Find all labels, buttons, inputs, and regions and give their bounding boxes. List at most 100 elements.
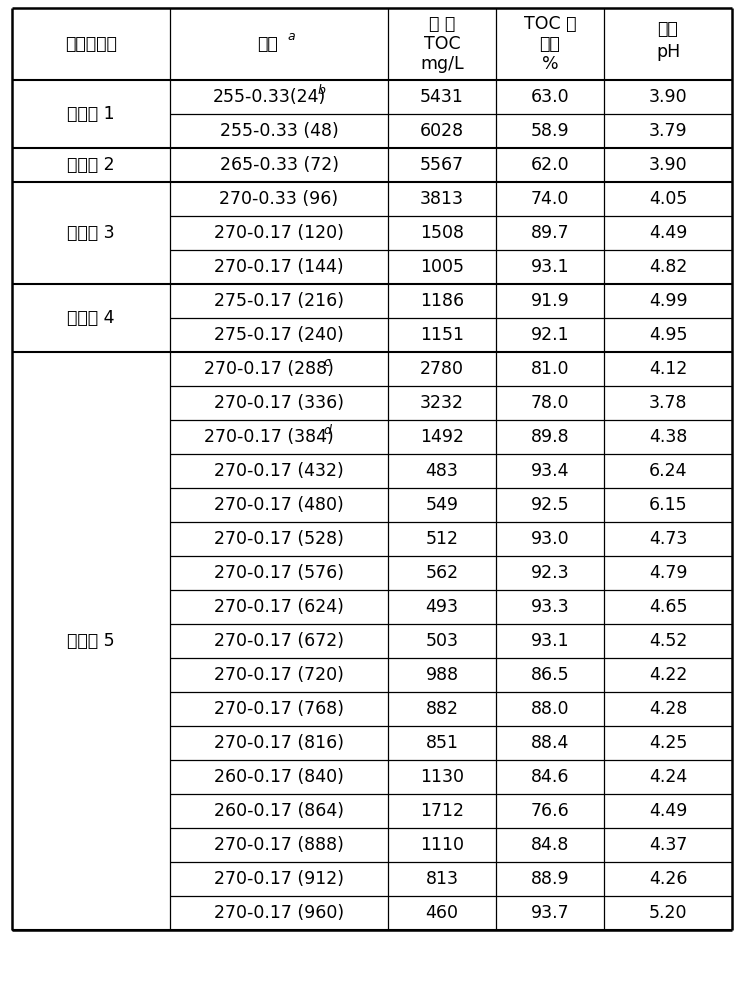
- Text: 460: 460: [425, 904, 458, 922]
- Text: 260-0.17 (864): 260-0.17 (864): [214, 802, 344, 820]
- Text: 92.5: 92.5: [530, 496, 569, 514]
- Text: 91.9: 91.9: [530, 292, 569, 310]
- Text: 6028: 6028: [420, 122, 464, 140]
- Text: 92.3: 92.3: [530, 564, 569, 582]
- Text: 4.95: 4.95: [649, 326, 687, 344]
- Text: 270-0.17 (624): 270-0.17 (624): [214, 598, 344, 616]
- Text: 493: 493: [425, 598, 458, 616]
- Text: TOC 去: TOC 去: [524, 15, 576, 33]
- Text: 92.1: 92.1: [530, 326, 569, 344]
- Text: 5567: 5567: [420, 156, 464, 174]
- Text: 270-0.17 (576): 270-0.17 (576): [214, 564, 344, 582]
- Text: 512: 512: [425, 530, 458, 548]
- Text: 4.28: 4.28: [649, 700, 687, 718]
- Text: 1508: 1508: [420, 224, 464, 242]
- Text: 4.49: 4.49: [649, 802, 687, 820]
- Text: 实施例 5: 实施例 5: [67, 632, 115, 650]
- Text: 4.24: 4.24: [649, 768, 687, 786]
- Text: 5431: 5431: [420, 88, 464, 106]
- Text: c: c: [324, 356, 331, 368]
- Text: mg/L: mg/L: [420, 55, 464, 73]
- Text: 88.0: 88.0: [530, 700, 569, 718]
- Text: 86.5: 86.5: [530, 666, 569, 684]
- Text: 4.12: 4.12: [649, 360, 687, 378]
- Text: 483: 483: [425, 462, 458, 480]
- Text: 2780: 2780: [420, 360, 464, 378]
- Text: 实施例 3: 实施例 3: [67, 224, 115, 242]
- Text: 93.7: 93.7: [530, 904, 569, 922]
- Text: 4.99: 4.99: [649, 292, 688, 310]
- Text: 270-0.17 (144): 270-0.17 (144): [215, 258, 343, 276]
- Text: a: a: [287, 29, 294, 42]
- Text: 4.37: 4.37: [649, 836, 687, 854]
- Text: 6.24: 6.24: [649, 462, 687, 480]
- Text: 6.15: 6.15: [649, 496, 688, 514]
- Text: 255-0.33(24): 255-0.33(24): [212, 88, 326, 106]
- Text: 270-0.17 (288): 270-0.17 (288): [204, 360, 334, 378]
- Text: 3.90: 3.90: [649, 88, 688, 106]
- Text: 编号: 编号: [256, 35, 277, 53]
- Text: 270-0.33 (96): 270-0.33 (96): [220, 190, 338, 208]
- Text: 89.7: 89.7: [530, 224, 569, 242]
- Text: 275-0.17 (240): 275-0.17 (240): [214, 326, 344, 344]
- Text: 1186: 1186: [420, 292, 464, 310]
- Text: 4.73: 4.73: [649, 530, 687, 548]
- Text: 84.6: 84.6: [530, 768, 569, 786]
- Text: 5.20: 5.20: [649, 904, 687, 922]
- Text: 93.0: 93.0: [530, 530, 569, 548]
- Text: 4.79: 4.79: [649, 564, 687, 582]
- Text: 270-0.17 (720): 270-0.17 (720): [214, 666, 344, 684]
- Text: 270-0.17 (960): 270-0.17 (960): [214, 904, 344, 922]
- Text: 62.0: 62.0: [530, 156, 569, 174]
- Text: 270-0.17 (120): 270-0.17 (120): [214, 224, 344, 242]
- Text: 93.4: 93.4: [530, 462, 569, 480]
- Text: 270-0.17 (816): 270-0.17 (816): [214, 734, 344, 752]
- Text: 88.4: 88.4: [530, 734, 569, 752]
- Text: 1110: 1110: [420, 836, 464, 854]
- Text: 81.0: 81.0: [530, 360, 569, 378]
- Text: 4.05: 4.05: [649, 190, 687, 208]
- Text: 503: 503: [425, 632, 458, 650]
- Text: 4.25: 4.25: [649, 734, 687, 752]
- Text: 270-0.17 (480): 270-0.17 (480): [214, 496, 344, 514]
- Text: 270-0.17 (432): 270-0.17 (432): [214, 462, 344, 480]
- Text: 4.38: 4.38: [649, 428, 687, 446]
- Text: 4.82: 4.82: [649, 258, 687, 276]
- Text: 1712: 1712: [420, 802, 464, 820]
- Text: b: b: [317, 84, 326, 97]
- Text: 84.8: 84.8: [530, 836, 569, 854]
- Text: 270-0.17 (336): 270-0.17 (336): [214, 394, 344, 412]
- Text: 4.52: 4.52: [649, 632, 687, 650]
- Text: 851: 851: [425, 734, 458, 752]
- Text: 813: 813: [425, 870, 458, 888]
- Text: 对应实施例: 对应实施例: [65, 35, 117, 53]
- Text: 1005: 1005: [420, 258, 464, 276]
- Text: 270-0.17 (912): 270-0.17 (912): [214, 870, 344, 888]
- Text: 275-0.17 (216): 275-0.17 (216): [214, 292, 344, 310]
- Text: 562: 562: [425, 564, 459, 582]
- Text: 270-0.17 (768): 270-0.17 (768): [214, 700, 344, 718]
- Text: 实施例 1: 实施例 1: [67, 105, 115, 123]
- Text: 出水: 出水: [658, 20, 679, 38]
- Text: 3.90: 3.90: [649, 156, 688, 174]
- Text: 1151: 1151: [420, 326, 464, 344]
- Text: 988: 988: [425, 666, 459, 684]
- Text: 76.6: 76.6: [530, 802, 569, 820]
- Text: 93.3: 93.3: [530, 598, 569, 616]
- Text: 3.78: 3.78: [649, 394, 687, 412]
- Text: 63.0: 63.0: [530, 88, 569, 106]
- Text: 93.1: 93.1: [530, 258, 569, 276]
- Text: 549: 549: [425, 496, 458, 514]
- Text: 260-0.17 (840): 260-0.17 (840): [214, 768, 344, 786]
- Text: 93.1: 93.1: [530, 632, 569, 650]
- Text: 1130: 1130: [420, 768, 464, 786]
- Text: %: %: [542, 55, 558, 73]
- Text: 255-0.33 (48): 255-0.33 (48): [220, 122, 338, 140]
- Text: d: d: [324, 424, 332, 436]
- Text: pH: pH: [656, 43, 680, 61]
- Text: 3232: 3232: [420, 394, 464, 412]
- Text: 88.9: 88.9: [530, 870, 569, 888]
- Text: 270-0.17 (384): 270-0.17 (384): [204, 428, 334, 446]
- Text: 270-0.17 (672): 270-0.17 (672): [214, 632, 344, 650]
- Text: 4.49: 4.49: [649, 224, 687, 242]
